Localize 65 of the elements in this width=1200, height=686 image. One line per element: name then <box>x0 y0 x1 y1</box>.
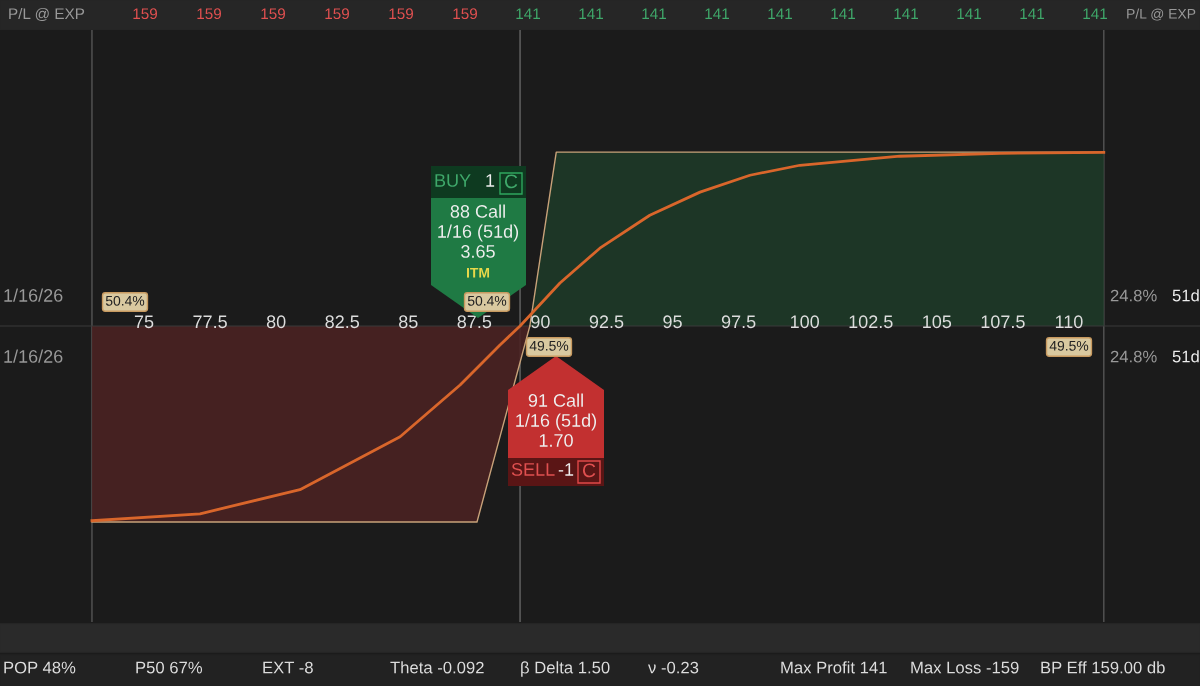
text: β Delta 1.50 <box>521 661 610 677</box>
x-tick-label: 90 <box>531 315 550 329</box>
annotation: 49.5% <box>1049 340 1089 351</box>
x-tick-label: 75 <box>134 315 154 329</box>
text: P/L @ EXP <box>9 7 85 22</box>
text: 141 <box>768 8 792 19</box>
annotation: 88 Call <box>450 204 505 218</box>
annotation: -1 <box>558 463 574 476</box>
annotation: SELL <box>511 463 555 476</box>
x-tick-label: 80 <box>266 315 286 329</box>
annotation: 24.8% <box>1110 350 1157 363</box>
text: BP Eff 159.00 db <box>1041 661 1165 674</box>
x-tick-label: 110 <box>1055 315 1083 329</box>
text: Theta -0.092 <box>390 661 484 674</box>
x-tick-label: 97.5 <box>721 315 756 329</box>
annotation: 1 <box>486 174 495 187</box>
text: 141 <box>516 8 540 19</box>
annotation: C <box>504 174 518 189</box>
annotation: 51d <box>1172 289 1199 302</box>
annotation: 1/16 (51d) <box>438 224 519 242</box>
text: POP 48% <box>4 661 76 674</box>
annotation: C <box>582 463 596 478</box>
text: 141 <box>579 8 603 19</box>
x-tick-label: 87.5 <box>457 315 492 329</box>
x-tick-label: 100 <box>790 315 820 329</box>
text: Max Profit 141 <box>781 661 887 674</box>
annotation: 1/16/26 <box>4 288 63 302</box>
annotation: BUY <box>435 174 471 187</box>
text: 141 <box>831 8 855 19</box>
annotation: 1.70 <box>539 434 573 447</box>
annotation: ITM <box>466 268 490 278</box>
text: 141 <box>705 8 729 19</box>
text: 159 <box>453 8 478 20</box>
x-tick-label: 105 <box>923 315 952 329</box>
x-tick-label: 85 <box>399 315 418 329</box>
x-tick-label: 77.5 <box>193 315 227 329</box>
annotation: 3.65 <box>461 245 495 258</box>
x-tick-label: 107.5 <box>981 315 1025 329</box>
text: 159 <box>325 8 350 20</box>
text: ν -0.23 <box>648 661 699 674</box>
text: 159 <box>197 8 222 20</box>
annotation: 51d <box>1172 350 1199 363</box>
text: 141 <box>894 8 918 19</box>
annotation: 49.5% <box>529 340 569 351</box>
x-tick-label: 102.5 <box>849 315 893 329</box>
text: 141 <box>642 8 666 19</box>
annotation: 1/16 (51d) <box>516 413 597 431</box>
annotation: 1/16/26 <box>4 349 63 363</box>
text: P/L @ EXP <box>1127 8 1196 21</box>
text: 159 <box>133 8 158 20</box>
x-tick-label: 95 <box>663 315 682 329</box>
text: EXT -8 <box>263 661 313 674</box>
x-tick-label: 82.5 <box>325 315 360 329</box>
annotation: 50.4% <box>467 295 507 306</box>
text: 141 <box>1020 8 1044 19</box>
text: 141 <box>957 8 981 19</box>
text: P50 67% <box>136 661 203 674</box>
x-tick-label: 92.5 <box>589 315 624 329</box>
annotation: 91 Call <box>528 393 583 407</box>
text: 159 <box>261 8 286 20</box>
text: 141 <box>1083 8 1107 19</box>
annotation: 24.8% <box>1110 289 1157 302</box>
text: 159 <box>389 8 414 20</box>
annotation: 50.4% <box>105 295 145 306</box>
text: Max Loss -159 <box>911 661 1019 674</box>
